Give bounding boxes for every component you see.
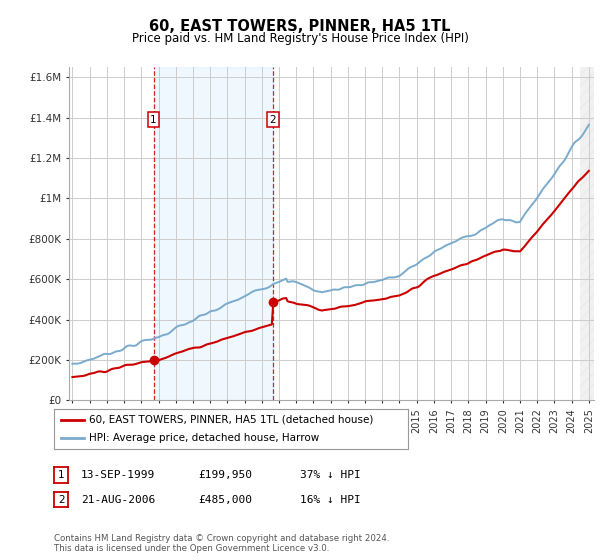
Text: 1: 1 — [58, 470, 65, 480]
Text: 13-SEP-1999: 13-SEP-1999 — [81, 470, 155, 480]
Text: 2: 2 — [58, 494, 65, 505]
Bar — [154, 67, 273, 400]
Text: 60, EAST TOWERS, PINNER, HA5 1TL (detached house): 60, EAST TOWERS, PINNER, HA5 1TL (detach… — [89, 415, 374, 424]
Text: £199,950: £199,950 — [198, 470, 252, 480]
Text: 2: 2 — [269, 115, 276, 125]
Text: HPI: Average price, detached house, Harrow: HPI: Average price, detached house, Harr… — [89, 433, 320, 443]
Text: £485,000: £485,000 — [198, 494, 252, 505]
Text: 21-AUG-2006: 21-AUG-2006 — [81, 494, 155, 505]
Text: 37% ↓ HPI: 37% ↓ HPI — [300, 470, 361, 480]
Text: 60, EAST TOWERS, PINNER, HA5 1TL: 60, EAST TOWERS, PINNER, HA5 1TL — [149, 19, 451, 34]
Text: Contains HM Land Registry data © Crown copyright and database right 2024.
This d: Contains HM Land Registry data © Crown c… — [54, 534, 389, 553]
Bar — [580, 67, 594, 400]
Text: 1: 1 — [150, 115, 157, 125]
Text: Price paid vs. HM Land Registry's House Price Index (HPI): Price paid vs. HM Land Registry's House … — [131, 32, 469, 45]
Text: 16% ↓ HPI: 16% ↓ HPI — [300, 494, 361, 505]
